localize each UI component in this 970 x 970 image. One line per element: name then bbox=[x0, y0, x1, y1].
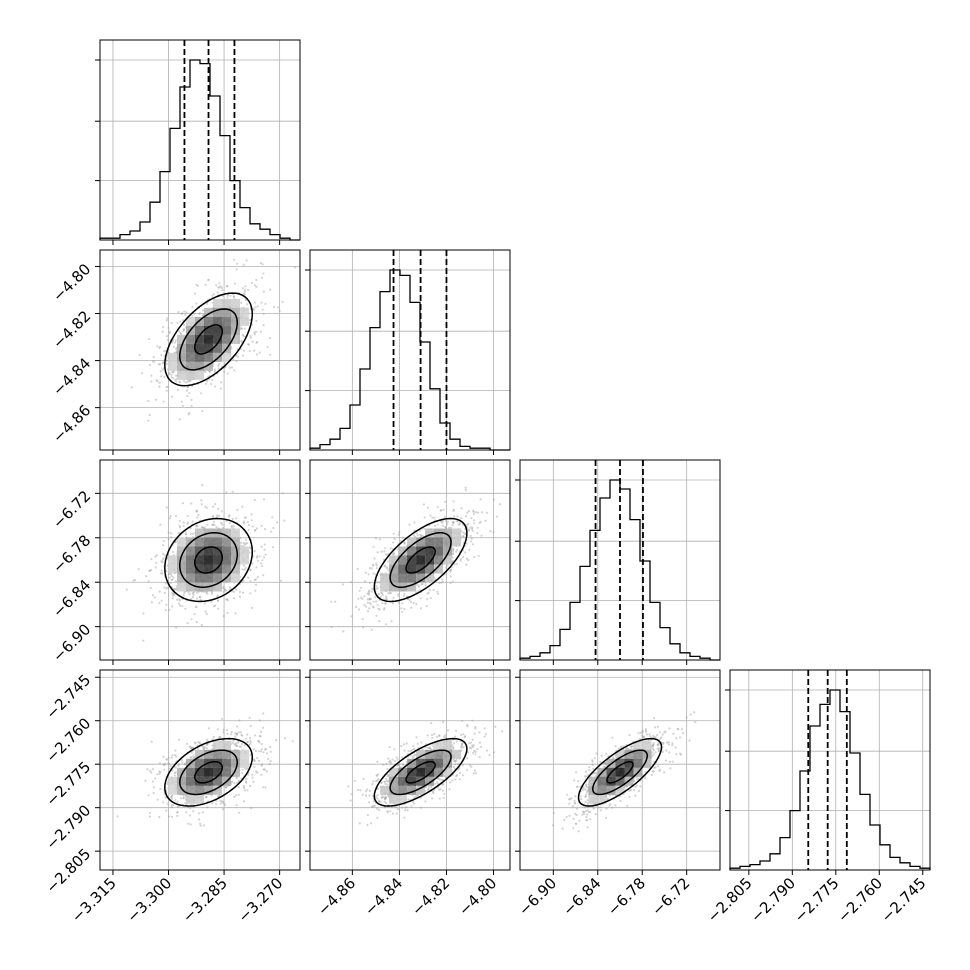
y-tick-label-1-3: −4.80 bbox=[49, 260, 94, 305]
panel-frame bbox=[519, 669, 721, 871]
corner-panels bbox=[95, 39, 931, 875]
density-3-1 bbox=[380, 740, 462, 804]
contour-3-0-0 bbox=[194, 760, 224, 784]
scatter-panel-3-2 bbox=[515, 669, 721, 875]
x-tick-label-0-1: −3.300 bbox=[123, 874, 175, 926]
panel-frame bbox=[99, 459, 301, 661]
x-tick-label-1-1: −4.84 bbox=[361, 874, 406, 919]
density-3-0 bbox=[168, 740, 249, 804]
x-tick-label-2-1: −6.84 bbox=[559, 874, 604, 919]
scatter-panel-3-1 bbox=[305, 669, 511, 875]
contour-3-1-1 bbox=[389, 749, 452, 796]
x-tick-label-0-2: −3.285 bbox=[179, 874, 231, 926]
panel-frame bbox=[309, 669, 511, 871]
contour-3-0-1 bbox=[179, 749, 239, 796]
contour-2-0-1 bbox=[179, 531, 239, 589]
contour-3-2-1 bbox=[591, 749, 649, 796]
y-tick-label-2-3: −6.72 bbox=[49, 487, 94, 532]
panel-frame bbox=[729, 669, 931, 871]
contour-2-1-0 bbox=[405, 546, 436, 574]
x-tick-label-1-0: −4.86 bbox=[314, 874, 359, 919]
y-tick-label-2-0: −6.90 bbox=[49, 620, 94, 665]
y-tick-label-3-4: −2.745 bbox=[42, 671, 94, 723]
contour-1-0-0 bbox=[194, 324, 224, 355]
panel-frame bbox=[99, 39, 301, 241]
histogram-step-1 bbox=[309, 269, 510, 451]
histogram-panel-3 bbox=[725, 669, 931, 875]
x-tick-label-1-2: −4.82 bbox=[408, 874, 453, 919]
scatter-panel-2-0 bbox=[95, 459, 301, 665]
contour-1-0-1 bbox=[179, 308, 239, 371]
histogram-panel-0 bbox=[95, 39, 301, 245]
contour-2-0-2 bbox=[164, 517, 254, 603]
contour-3-2-2 bbox=[577, 737, 663, 807]
density-1-0 bbox=[168, 298, 249, 380]
x-tick-label-3-1: −2.790 bbox=[747, 874, 799, 926]
x-tick-label-2-2: −6.78 bbox=[604, 874, 649, 919]
y-tick-label-3-0: −2.805 bbox=[42, 845, 94, 897]
x-tick-label-2-3: −6.72 bbox=[648, 874, 693, 919]
y-tick-label-2-1: −6.84 bbox=[49, 576, 94, 621]
x-tick-label-0-3: −3.270 bbox=[234, 874, 286, 926]
histogram-step-0 bbox=[99, 59, 300, 241]
panel-frame bbox=[309, 459, 511, 661]
panel-frame bbox=[309, 249, 511, 451]
contour-2-1-2 bbox=[373, 517, 468, 603]
y-tick-label-3-2: −2.775 bbox=[42, 758, 94, 810]
y-tick-label-3-3: −2.760 bbox=[42, 714, 94, 766]
x-tick-label-3-0: −2.805 bbox=[704, 874, 756, 926]
contour-3-0-2 bbox=[164, 737, 254, 807]
x-tick-label-2-0: −6.90 bbox=[515, 874, 560, 919]
contour-1-0-2 bbox=[164, 292, 254, 387]
contour-3-1-2 bbox=[373, 737, 468, 807]
panel-frame bbox=[519, 459, 721, 661]
x-tick-label-0-0: −3.315 bbox=[68, 874, 120, 926]
scatter-panel-1-0 bbox=[95, 249, 301, 455]
contour-3-2-0 bbox=[606, 760, 634, 784]
contour-2-0-0 bbox=[194, 546, 224, 574]
y-tick-label-1-1: −4.84 bbox=[49, 354, 94, 399]
scatter-panel-2-1 bbox=[305, 459, 511, 665]
y-tick-label-1-0: −4.86 bbox=[49, 401, 94, 446]
scatter-panel-3-0 bbox=[95, 669, 301, 875]
x-tick-label-3-3: −2.760 bbox=[834, 874, 886, 926]
histogram-panel-1 bbox=[305, 249, 511, 455]
x-tick-label-1-3: −4.80 bbox=[455, 874, 500, 919]
histogram-panel-2 bbox=[515, 459, 721, 665]
y-tick-label-3-1: −2.790 bbox=[42, 801, 94, 853]
panel-frame bbox=[99, 669, 301, 871]
x-tick-label-3-4: −2.745 bbox=[878, 874, 930, 926]
histogram-step-3 bbox=[729, 689, 931, 870]
contour-2-1-1 bbox=[389, 531, 452, 589]
x-tick-label-3-2: −2.775 bbox=[791, 874, 843, 926]
y-tick-label-1-2: −4.82 bbox=[49, 307, 94, 352]
contour-3-1-0 bbox=[405, 760, 436, 784]
panel-frame bbox=[99, 249, 301, 451]
y-tick-label-2-2: −6.78 bbox=[49, 531, 94, 576]
